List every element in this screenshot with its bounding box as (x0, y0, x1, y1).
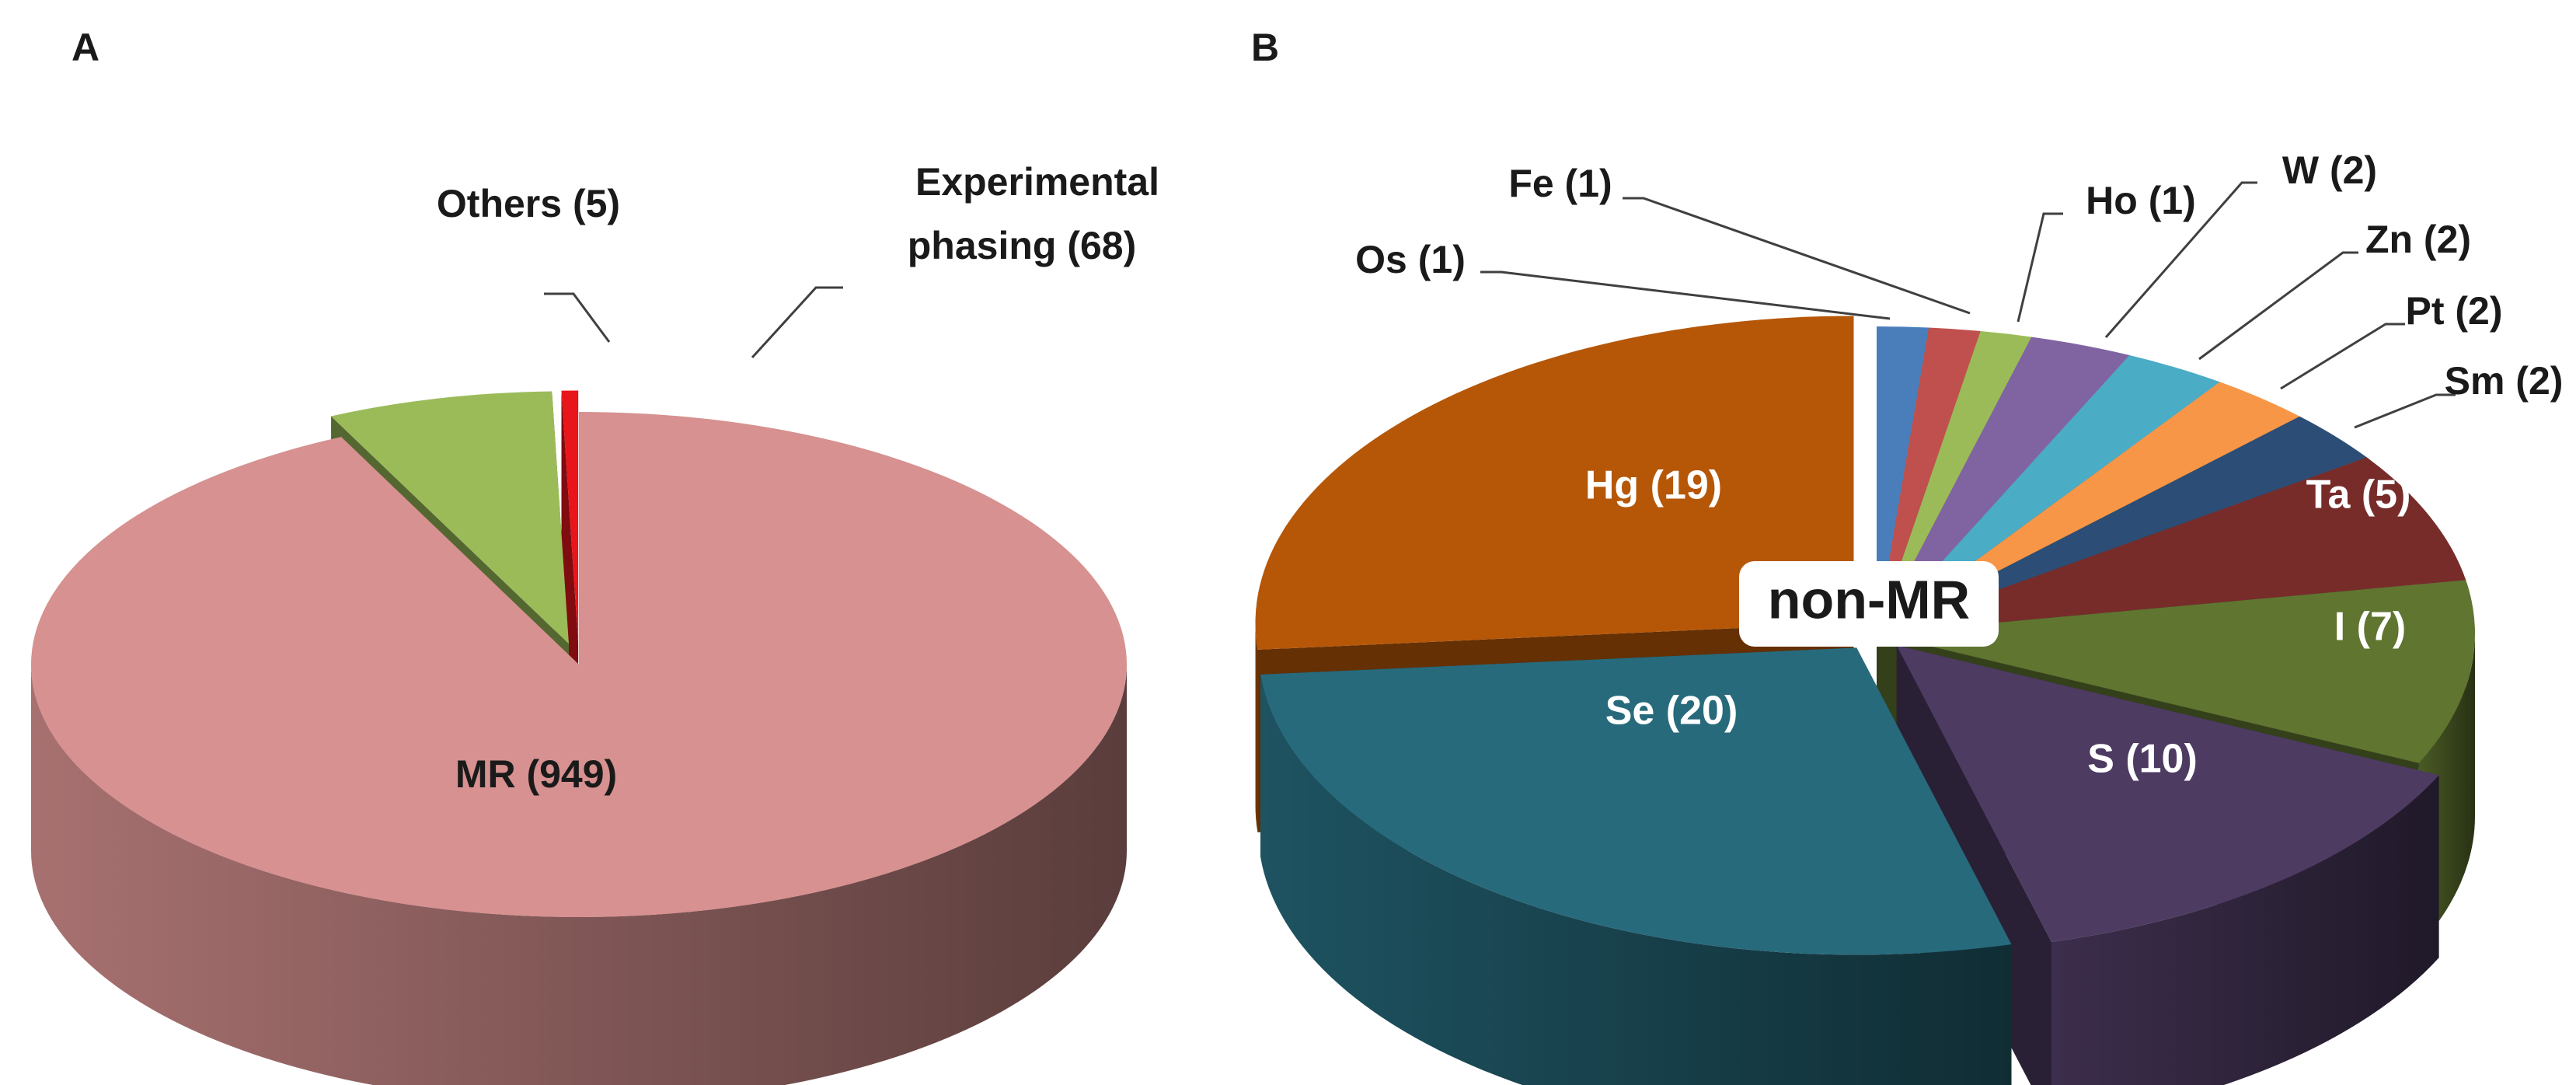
pie-b-leader-pt (2280, 323, 2405, 390)
pie-b-slice-rim-se (1260, 674, 2012, 1085)
pie-a-labels: MR (949) Experimental phasing (68) Others (… (437, 160, 1159, 796)
pie-b-label-sm: Sm (2) (2445, 359, 2564, 403)
pie-b-slice-rim-s (2051, 775, 2439, 1085)
pie-a-label-others: Others (5) (437, 182, 620, 225)
pie-a-slice-others (561, 390, 579, 644)
pie-b-leader-zn (2198, 251, 2358, 361)
pie-a-label-experimental-line2: phasing (68) (908, 224, 1136, 267)
pie-b-leader-sm (2354, 393, 2456, 429)
pie-a-label-experimental-line1: Experimental (915, 160, 1159, 204)
pie-a-leader-others (544, 292, 611, 343)
pie-b-label-pt: Pt (2) (2406, 289, 2503, 333)
pie-b-label-s: S (10) (2087, 737, 2198, 782)
pie-a-slice-tops (30, 390, 1128, 917)
pie-b-leader-os (1480, 270, 1891, 320)
pie-chart-b: Hg (19) Se (20) S (10) I (7) Ta (5) Os (1) Fe … (1255, 148, 2563, 1085)
pie-b-slice-se (1260, 647, 2012, 955)
pie-b-label-fe: Fe (1) (1508, 162, 1612, 205)
pie-b-slice-i (1877, 580, 2475, 763)
pie-b-slice-rim-hg (1255, 623, 1258, 832)
pie-b-slice-wall-s (1896, 645, 2051, 1085)
pie-a-slice-experimental-phasing (331, 391, 569, 644)
pie-b-leader-fe (1623, 197, 1971, 315)
pie-b-leader-ho (2017, 212, 2063, 323)
non-mr-center-label: non-MR (1768, 569, 1970, 630)
pie-a-label-mr: MR (949) (455, 752, 617, 796)
pie-b-slice-ho (1877, 331, 2032, 633)
pie-b-label-se: Se (20) (1605, 689, 1738, 734)
pie-a-slice-mr (30, 412, 1128, 917)
pie-b-slice-w (1877, 337, 2130, 633)
pie-a-leader-experimental (751, 286, 843, 359)
pie-b-slice-s (1896, 645, 2439, 942)
pie-b-label-w: W (2) (2282, 148, 2377, 192)
pie-chart-a: MR (949) Experimental phasing (68) Others (… (30, 160, 1159, 1085)
pie-b-leader-w (2104, 181, 2257, 338)
pie-b-label-zn: Zn (2) (2365, 218, 2471, 261)
pie-b-label-os: Os (1) (1355, 238, 1466, 281)
pie-b-label-ta: Ta (5) (2306, 473, 2411, 518)
non-mr-label-background (1739, 561, 1999, 647)
pie-b-label-ho: Ho (1) (2086, 179, 2196, 222)
pie-b-label-i: I (7) (2334, 605, 2406, 650)
pie-b-labels: Hg (19) Se (20) S (10) I (7) Ta (5) Os (1) Fe … (1355, 148, 2563, 782)
panel-a-letter: A (71, 26, 99, 69)
pie-b-slice-hg (1255, 316, 1854, 650)
pie-a-slice-rim-mr (31, 665, 1127, 1085)
pie-b-slice-sm (1877, 416, 2367, 633)
panel-b-letter: B (1251, 26, 1279, 69)
non-mr-label-box: non-MR (1739, 561, 1999, 647)
pie-b-slice-ta (1877, 457, 2466, 633)
pie-b-slice-fe (1877, 327, 1981, 633)
pie-b-slice-os (1877, 326, 1929, 633)
pie-b-label-hg: Hg (19) (1585, 463, 1722, 508)
